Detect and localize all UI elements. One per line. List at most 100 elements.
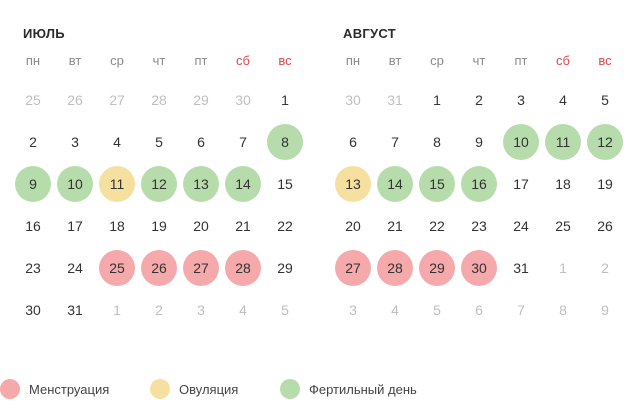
calendar-day[interactable]: 24 — [54, 247, 96, 289]
day-number: 8 — [267, 124, 303, 160]
calendar-day[interactable]: 3 — [180, 289, 222, 331]
calendar-day[interactable]: 18 — [542, 163, 584, 205]
calendar-day[interactable]: 12 — [138, 163, 180, 205]
calendar-day[interactable]: 30 — [332, 79, 374, 121]
calendar-day[interactable]: 3 — [54, 121, 96, 163]
calendar-day[interactable]: 8 — [542, 289, 584, 331]
calendar-day[interactable]: 25 — [542, 205, 584, 247]
day-number: 25 — [99, 250, 135, 286]
menstruation-dot-icon — [0, 379, 20, 399]
calendar-day[interactable]: 7 — [374, 121, 416, 163]
calendar-day[interactable]: 13 — [180, 163, 222, 205]
calendar-day[interactable]: 9 — [12, 163, 54, 205]
calendar-day[interactable]: 4 — [374, 289, 416, 331]
calendar-day[interactable]: 15 — [416, 163, 458, 205]
calendar-day[interactable]: 13 — [332, 163, 374, 205]
calendar-day[interactable]: 21 — [374, 205, 416, 247]
calendar-day[interactable]: 31 — [54, 289, 96, 331]
calendar-day[interactable]: 22 — [264, 205, 306, 247]
calendar-day[interactable]: 10 — [500, 121, 542, 163]
calendar-day[interactable]: 14 — [222, 163, 264, 205]
calendar-day[interactable]: 21 — [222, 205, 264, 247]
calendar-day[interactable]: 9 — [584, 289, 626, 331]
calendar-day[interactable]: 23 — [12, 247, 54, 289]
calendar-day[interactable]: 2 — [12, 121, 54, 163]
calendar-day[interactable]: 6 — [458, 289, 500, 331]
calendar-day[interactable]: 23 — [458, 205, 500, 247]
calendar-day[interactable]: 15 — [264, 163, 306, 205]
calendar-day[interactable]: 3 — [332, 289, 374, 331]
day-number: 18 — [555, 176, 571, 192]
calendar-day[interactable]: 26 — [54, 79, 96, 121]
day-number: 20 — [193, 218, 209, 234]
calendar-day[interactable]: 1 — [96, 289, 138, 331]
calendar-day[interactable]: 28 — [374, 247, 416, 289]
legend: Менструация Овуляция Фертильный день — [0, 377, 640, 401]
day-number: 14 — [377, 166, 413, 202]
calendar-day[interactable]: 14 — [374, 163, 416, 205]
calendar-day[interactable]: 1 — [264, 79, 306, 121]
calendar-day[interactable]: 26 — [584, 205, 626, 247]
calendar-day[interactable]: 9 — [458, 121, 500, 163]
calendar-day[interactable]: 5 — [264, 289, 306, 331]
weekday-label: вс — [278, 53, 292, 68]
calendar-day[interactable]: 4 — [222, 289, 264, 331]
calendar-day[interactable]: 2 — [584, 247, 626, 289]
weekday-label: пн — [25, 53, 41, 68]
calendar-day[interactable]: 16 — [458, 163, 500, 205]
calendar-day[interactable]: 11 — [542, 121, 584, 163]
calendar-day[interactable]: 30 — [458, 247, 500, 289]
calendar-day[interactable]: 2 — [458, 79, 500, 121]
calendar-day[interactable]: 20 — [180, 205, 222, 247]
calendar-day[interactable]: 4 — [542, 79, 584, 121]
calendar-day[interactable]: 20 — [332, 205, 374, 247]
calendar-day[interactable]: 6 — [332, 121, 374, 163]
calendar-day[interactable]: 1 — [542, 247, 584, 289]
calendar-day[interactable]: 27 — [180, 247, 222, 289]
calendar-day[interactable]: 19 — [584, 163, 626, 205]
calendar-day[interactable]: 5 — [416, 289, 458, 331]
calendar-day[interactable]: 16 — [12, 205, 54, 247]
calendar-day[interactable]: 2 — [138, 289, 180, 331]
calendar-day[interactable]: 30 — [12, 289, 54, 331]
calendar-day[interactable]: 28 — [222, 247, 264, 289]
calendar-day[interactable]: 25 — [12, 79, 54, 121]
calendar-day[interactable]: 11 — [96, 163, 138, 205]
calendar-day[interactable]: 5 — [584, 79, 626, 121]
calendar-day[interactable]: 8 — [416, 121, 458, 163]
calendar-day[interactable]: 29 — [264, 247, 306, 289]
legend-label: Фертильный день — [309, 381, 417, 397]
day-number: 20 — [345, 218, 361, 234]
calendar-day[interactable]: 5 — [138, 121, 180, 163]
calendar-day[interactable]: 18 — [96, 205, 138, 247]
calendar-day[interactable]: 30 — [222, 79, 264, 121]
calendar-day[interactable]: 17 — [500, 163, 542, 205]
calendar-day[interactable]: 6 — [180, 121, 222, 163]
calendar-day[interactable]: 25 — [96, 247, 138, 289]
calendar-day[interactable]: 27 — [96, 79, 138, 121]
calendar-day[interactable]: 29 — [416, 247, 458, 289]
calendar-day[interactable]: 10 — [54, 163, 96, 205]
calendar-day[interactable]: 7 — [500, 289, 542, 331]
calendar-day[interactable]: 29 — [180, 79, 222, 121]
day-number: 24 — [513, 218, 529, 234]
calendar-day[interactable]: 3 — [500, 79, 542, 121]
calendar-day[interactable]: 28 — [138, 79, 180, 121]
calendar-day[interactable]: 8 — [264, 121, 306, 163]
day-number: 3 — [197, 302, 205, 318]
calendar-day[interactable]: 24 — [500, 205, 542, 247]
calendar-day[interactable]: 27 — [332, 247, 374, 289]
calendar-day[interactable]: 1 — [416, 79, 458, 121]
calendar-day[interactable]: 7 — [222, 121, 264, 163]
day-number: 19 — [597, 176, 613, 192]
calendar-day[interactable]: 26 — [138, 247, 180, 289]
calendar-day[interactable]: 19 — [138, 205, 180, 247]
calendar-day[interactable]: 4 — [96, 121, 138, 163]
calendar-day[interactable]: 22 — [416, 205, 458, 247]
weekday-label: сб — [556, 53, 570, 68]
calendar-day[interactable]: 17 — [54, 205, 96, 247]
calendar-day[interactable]: 31 — [374, 79, 416, 121]
calendar-day[interactable]: 12 — [584, 121, 626, 163]
day-number: 11 — [545, 124, 581, 160]
calendar-day[interactable]: 31 — [500, 247, 542, 289]
